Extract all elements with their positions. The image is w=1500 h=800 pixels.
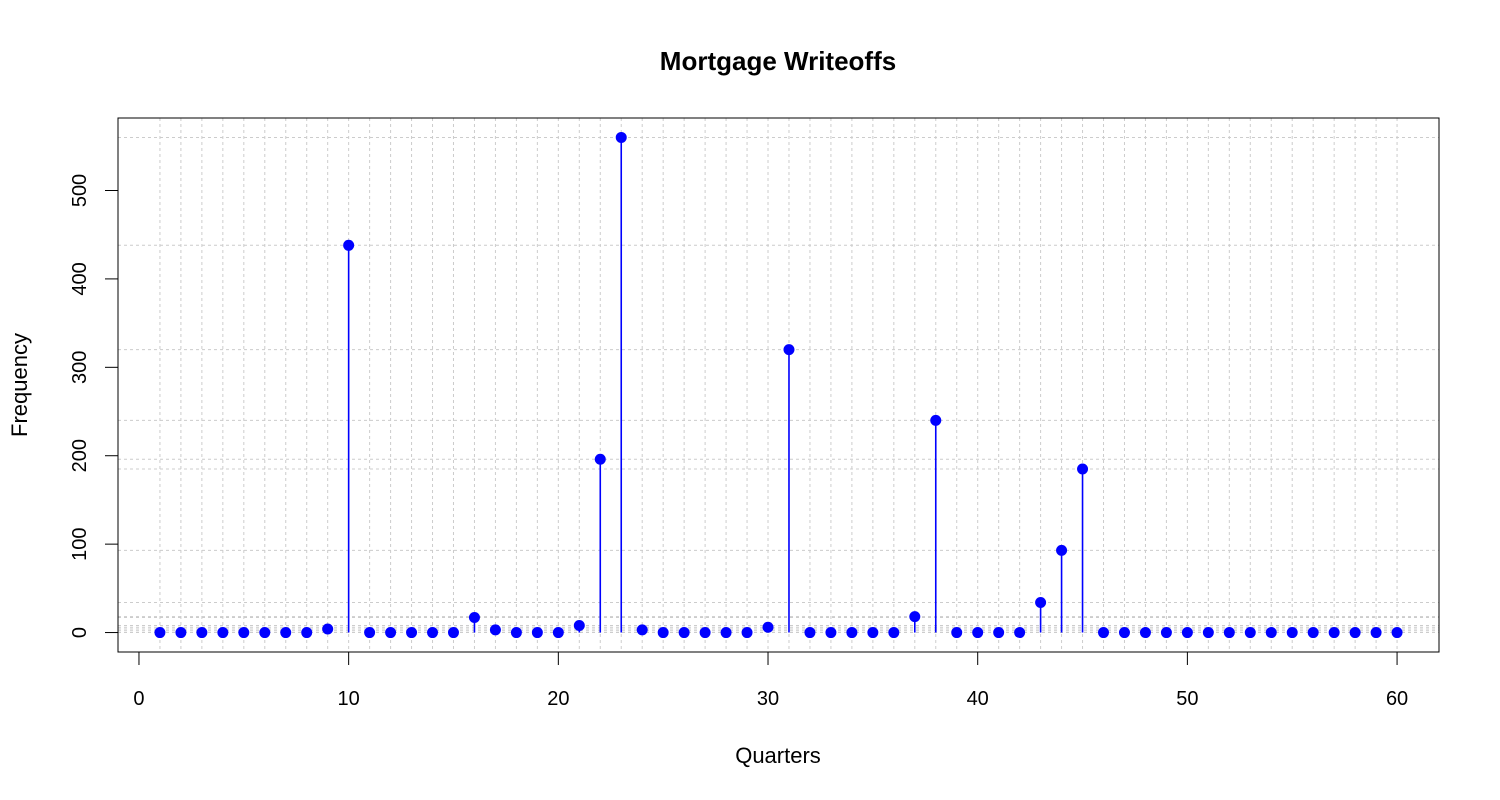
- data-point: [573, 619, 585, 631]
- data-point: [343, 239, 355, 251]
- data-point: [720, 627, 732, 639]
- y-axis: 0 100 200 300 400 500: [69, 174, 119, 638]
- data-point: [615, 131, 627, 143]
- chart-title: Mortgage Writeoffs: [660, 46, 896, 76]
- data-point: [1035, 596, 1047, 608]
- data-point: [385, 627, 397, 639]
- data-point: [1056, 544, 1068, 556]
- data-point: [217, 627, 229, 639]
- data-point: [447, 627, 459, 639]
- data-point: [1370, 627, 1382, 639]
- data-point: [1223, 627, 1235, 639]
- y-tick-label: 100: [69, 527, 91, 560]
- data-point: [364, 627, 376, 639]
- y-axis-label: Frequency: [7, 333, 32, 437]
- y-tick-label: 500: [69, 174, 91, 207]
- data-point: [406, 627, 418, 639]
- data-point: [552, 627, 564, 639]
- x-tick-label: 60: [1386, 688, 1408, 710]
- x-axis-label: Quarters: [735, 743, 821, 768]
- data-point: [1244, 627, 1256, 639]
- data-point: [1139, 627, 1151, 639]
- data-point: [699, 627, 711, 639]
- y-tick-label: 0: [69, 627, 91, 638]
- data-point: [154, 627, 166, 639]
- data-point: [741, 627, 753, 639]
- data-point: [678, 627, 690, 639]
- data-point: [930, 414, 942, 426]
- y-tick-label: 400: [69, 262, 91, 295]
- x-tick-label: 30: [757, 688, 779, 710]
- data-point: [1118, 627, 1130, 639]
- data-point: [762, 621, 774, 633]
- data-point: [1286, 627, 1298, 639]
- points: [154, 131, 1403, 639]
- x-axis: 0 10 20 30 40 50 60: [133, 651, 1408, 710]
- data-point: [489, 624, 501, 636]
- x-tick-label: 20: [547, 688, 569, 710]
- x-tick-label: 50: [1176, 688, 1198, 710]
- data-point: [510, 627, 522, 639]
- y-tick-label: 300: [69, 351, 91, 384]
- data-point: [636, 624, 648, 636]
- data-point: [888, 627, 900, 639]
- data-point: [1391, 627, 1403, 639]
- data-point: [993, 627, 1005, 639]
- plot-frame: [117, 117, 1440, 653]
- data-point: [259, 627, 271, 639]
- data-point: [867, 627, 879, 639]
- data-point: [1077, 463, 1089, 475]
- x-tick-label: 10: [338, 688, 360, 710]
- y-tick-label: 200: [69, 439, 91, 472]
- data-point: [1265, 627, 1277, 639]
- data-point: [594, 453, 606, 465]
- data-point: [972, 627, 984, 639]
- data-point: [468, 612, 480, 624]
- data-point: [196, 627, 208, 639]
- data-point: [825, 627, 837, 639]
- data-point: [657, 627, 669, 639]
- data-point: [280, 627, 292, 639]
- data-point: [1014, 627, 1026, 639]
- x-tick-label: 0: [133, 688, 144, 710]
- data-point: [1328, 627, 1340, 639]
- data-point: [238, 627, 250, 639]
- data-point: [846, 627, 858, 639]
- data-point: [909, 611, 921, 623]
- data-point: [175, 627, 187, 639]
- data-point: [804, 627, 816, 639]
- data-point: [1098, 627, 1110, 639]
- data-point: [1202, 627, 1214, 639]
- data-point: [301, 627, 313, 639]
- data-point: [322, 623, 334, 635]
- grid: [118, 118, 1439, 652]
- data-point: [951, 627, 963, 639]
- data-point: [531, 627, 543, 639]
- x-tick-label: 40: [967, 688, 989, 710]
- data-point: [1160, 627, 1172, 639]
- stems: [326, 137, 1084, 633]
- data-point: [1307, 627, 1319, 639]
- data-point: [1181, 627, 1193, 639]
- data-point: [1349, 627, 1361, 639]
- data-point: [783, 344, 795, 356]
- data-point: [427, 627, 439, 639]
